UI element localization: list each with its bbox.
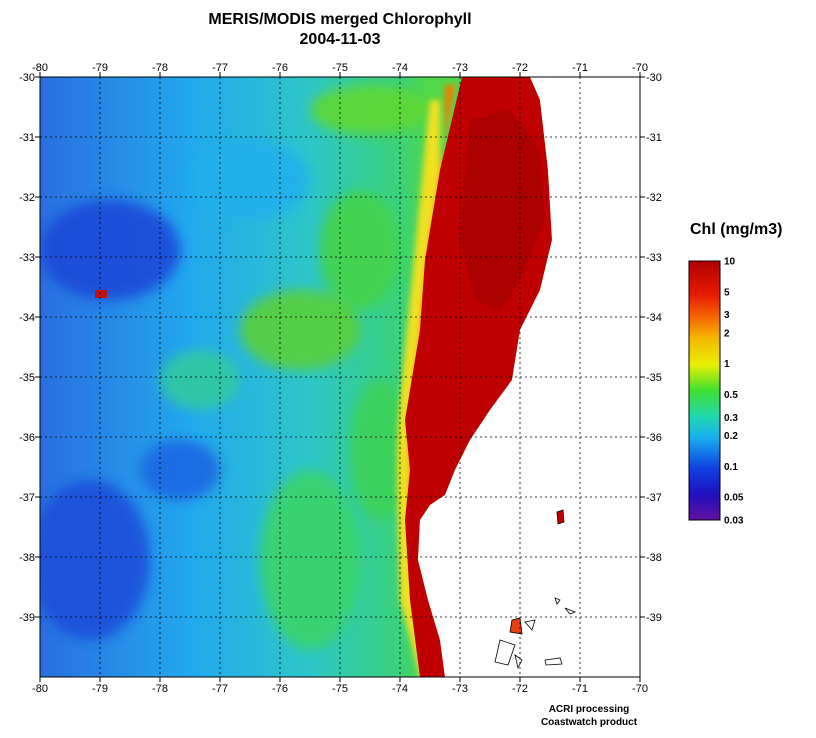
latitude-label-left: -32 — [19, 192, 35, 204]
latitude-label-right: -38 — [646, 552, 662, 564]
longitude-ticks-top: -80 -79 -78 -77 -76 -75 -74 -73 -72 -71 -70 — [32, 62, 648, 77]
latitude-label-right: -32 — [646, 192, 662, 204]
latitude-label-right: -34 — [646, 312, 662, 324]
map-date: 2004-11-03 — [299, 31, 381, 48]
longitude-label-bottom: -70 — [632, 683, 648, 695]
credit-product: Coastwatch product — [540, 717, 638, 728]
colorbar-tick-label: 2 — [724, 328, 730, 339]
longitude-label-bottom: -71 — [572, 683, 588, 695]
longitude-label-bottom: -75 — [332, 683, 348, 695]
longitude-label-bottom: -73 — [452, 683, 468, 695]
latitude-label-left: -38 — [19, 552, 35, 564]
latitude-label-right: -37 — [646, 492, 662, 504]
colorbar-tick-label: 0.05 — [724, 493, 744, 504]
longitude-label-top: -78 — [152, 62, 168, 74]
longitude-label-top: -76 — [272, 62, 288, 74]
colorbar-labels: 10 5 3 2 1 0.5 0.3 0.2 0.1 0.05 0.03 — [724, 257, 744, 527]
grid-lines — [40, 77, 640, 677]
latitude-label-left: -37 — [19, 492, 35, 504]
longitude-label-top: -77 — [212, 62, 228, 74]
latitude-ticks-right: -30 -31 -32 -33 -34 -35 -36 -37 -38 -39 — [640, 72, 662, 624]
longitude-label-top: -70 — [632, 62, 648, 74]
colorbar — [688, 260, 721, 521]
longitude-label-top: -74 — [392, 62, 408, 74]
latitude-label-left: -33 — [19, 252, 35, 264]
longitude-label-top: -71 — [572, 62, 588, 74]
latitude-label-right: -35 — [646, 372, 662, 384]
longitude-label-top: -79 — [92, 62, 108, 74]
colorbar-tick-label: 1 — [724, 359, 730, 370]
colorbar-tick-label: 3 — [724, 310, 730, 321]
longitude-ticks-bottom: -80 -79 -78 -77 -76 -75 -74 -73 -72 -71 -70 — [32, 677, 648, 695]
land-mass — [418, 77, 640, 677]
latitude-label-left: -39 — [19, 612, 35, 624]
longitude-label-bottom: -76 — [272, 683, 288, 695]
longitude-label-top: -72 — [512, 62, 528, 74]
latitude-label-left: -31 — [19, 132, 35, 144]
longitude-label-bottom: -77 — [212, 683, 228, 695]
colorbar-tick-label: 0.1 — [724, 462, 738, 473]
latitude-ticks-left: -30 -31 -32 -33 -34 -35 -36 -37 -38 -39 — [19, 72, 40, 624]
latitude-label-right: -33 — [646, 252, 662, 264]
longitude-label-bottom: -74 — [392, 683, 408, 695]
longitude-label-top: -80 — [32, 62, 48, 74]
colorbar-tick-label: 10 — [724, 257, 736, 268]
colorbar-tick-label: 0.5 — [724, 390, 738, 401]
colorbar-tick-label: 0.03 — [724, 516, 744, 527]
latitude-label-right: -30 — [646, 72, 662, 84]
credit-processing: ACRI processing — [548, 704, 630, 715]
longitude-label-bottom: -80 — [32, 683, 48, 695]
latitude-label-left: -34 — [19, 312, 35, 324]
latitude-label-right: -31 — [646, 132, 662, 144]
latitude-label-left: -36 — [19, 432, 35, 444]
longitude-label-bottom: -72 — [512, 683, 528, 695]
longitude-label-bottom: -79 — [92, 683, 108, 695]
longitude-label-bottom: -78 — [152, 683, 168, 695]
longitude-label-top: -75 — [332, 62, 348, 74]
latitude-label-left: -30 — [19, 72, 35, 84]
map-title: MERIS/MODIS merged Chlorophyll — [208, 11, 472, 28]
latitude-label-right: -39 — [646, 612, 662, 624]
colorbar-title: Chl (mg/m3) — [690, 221, 783, 238]
colorbar-tick-label: 0.2 — [724, 431, 738, 442]
longitude-label-top: -73 — [452, 62, 468, 74]
colorbar-tick-label: 5 — [724, 287, 730, 298]
latitude-label-right: -36 — [646, 432, 662, 444]
colorbar-tick-label: 0.3 — [724, 413, 738, 424]
latitude-label-left: -35 — [19, 372, 35, 384]
